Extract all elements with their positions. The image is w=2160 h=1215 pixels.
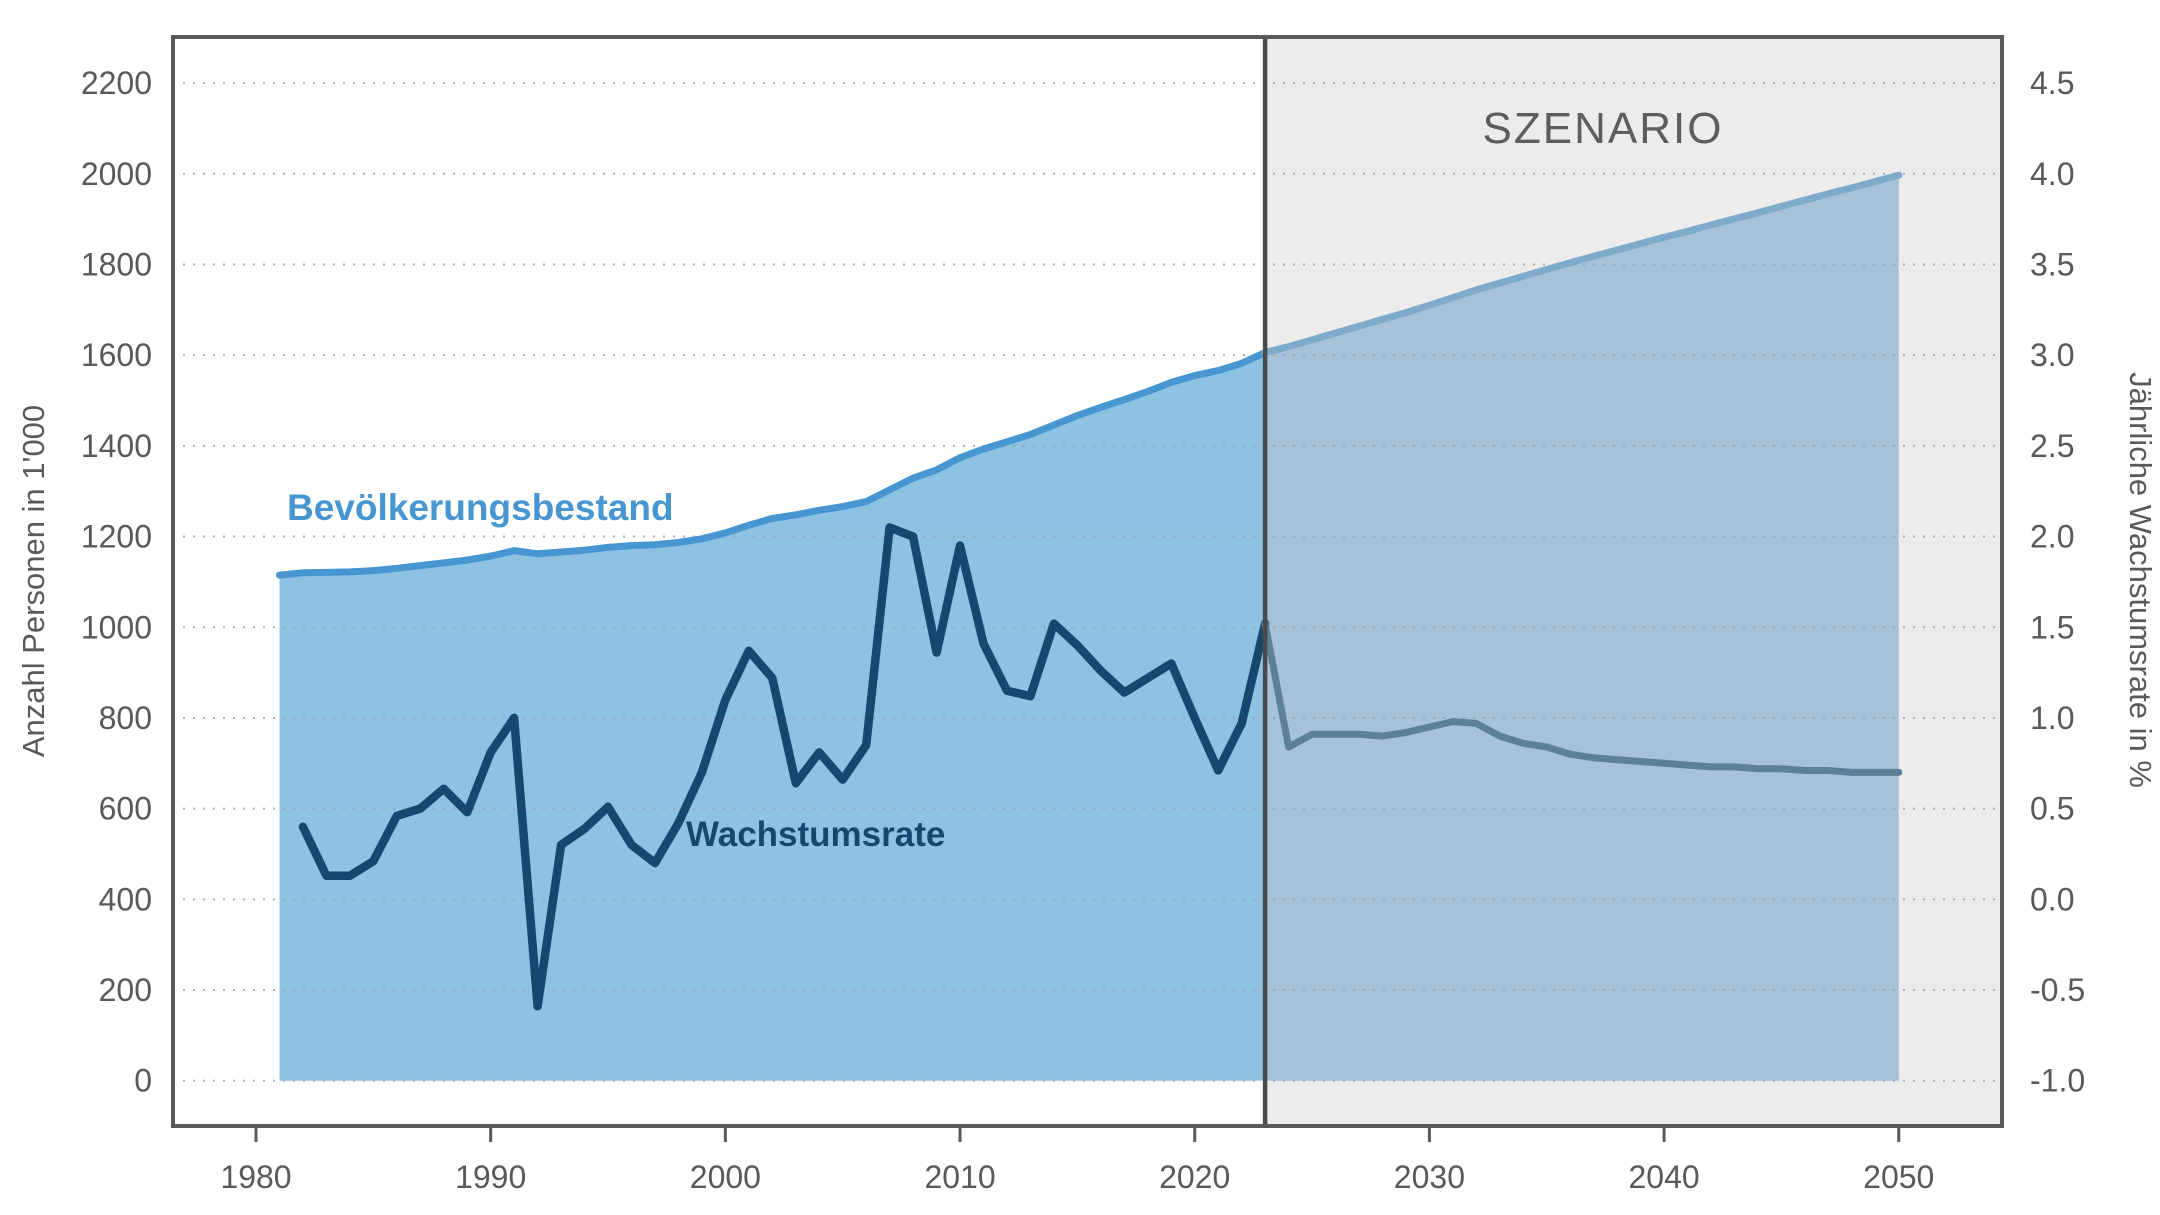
right-axis-tick-label: 3.5	[2030, 246, 2074, 282]
left-axis-tick-label: 2000	[81, 156, 152, 192]
x-tick-label: 2020	[1159, 1159, 1230, 1195]
population-series-label: Bevölkerungsbestand	[287, 487, 674, 528]
x-tick-label: 2050	[1863, 1159, 1934, 1195]
left-axis-title: Anzahl Personen in 1'000	[16, 405, 51, 757]
left-axis-tick-label: 800	[99, 700, 152, 736]
right-axis-tick-label: 4.0	[2030, 156, 2074, 192]
left-axis-tick-label: 200	[99, 972, 152, 1008]
x-tick-label: 1980	[220, 1159, 291, 1195]
left-axis-tick-label: 600	[99, 791, 152, 827]
left-axis-tick-label: 1400	[81, 428, 152, 464]
x-tick-label: 1990	[455, 1159, 526, 1195]
population-area-scenario	[1265, 175, 1899, 1081]
right-axis-tick-label: 4.5	[2030, 65, 2074, 101]
x-tick-label: 2010	[924, 1159, 995, 1195]
growth-rate-line-scenario	[1261, 620, 1903, 776]
growth-series-label: Wachstumsrate	[686, 815, 945, 854]
population-line-scenario	[1261, 171, 1903, 356]
right-axis-tick-label: 0.0	[2030, 881, 2074, 917]
scenario-label: SZENARIO	[1483, 104, 1724, 153]
left-axis-tick-label: 400	[99, 881, 152, 917]
plot-border	[171, 35, 2004, 1128]
right-axis-title: Jährliche Wachstumsrate in %	[2123, 372, 2158, 788]
left-axis-tick-label: 1600	[81, 337, 152, 373]
right-axis-tick-label: -0.5	[2030, 972, 2085, 1008]
population-line-historical	[276, 349, 1269, 579]
left-axis-tick-label: 2200	[81, 65, 152, 101]
left-axis-tick-label: 1000	[81, 609, 152, 645]
right-axis-tick-label: 1.0	[2030, 700, 2074, 736]
x-tick-label: 2000	[690, 1159, 761, 1195]
left-axis-tick-label: 1800	[81, 246, 152, 282]
right-axis-tick-label: 2.5	[2030, 428, 2074, 464]
right-axis-tick-label: 3.0	[2030, 337, 2074, 373]
x-tick-label: 2040	[1628, 1159, 1699, 1195]
right-axis-tick-label: 0.5	[2030, 791, 2074, 827]
growth-rate-line-historical	[298, 523, 1270, 1011]
right-axis-tick-label: 1.5	[2030, 609, 2074, 645]
left-axis-tick-label: 0	[134, 1063, 152, 1099]
left-axis-tick-label: 1200	[81, 519, 152, 555]
x-tick-label: 2030	[1394, 1159, 1465, 1195]
right-axis-tick-label: 2.0	[2030, 519, 2074, 555]
right-axis-tick-label: -1.0	[2030, 1063, 2085, 1099]
